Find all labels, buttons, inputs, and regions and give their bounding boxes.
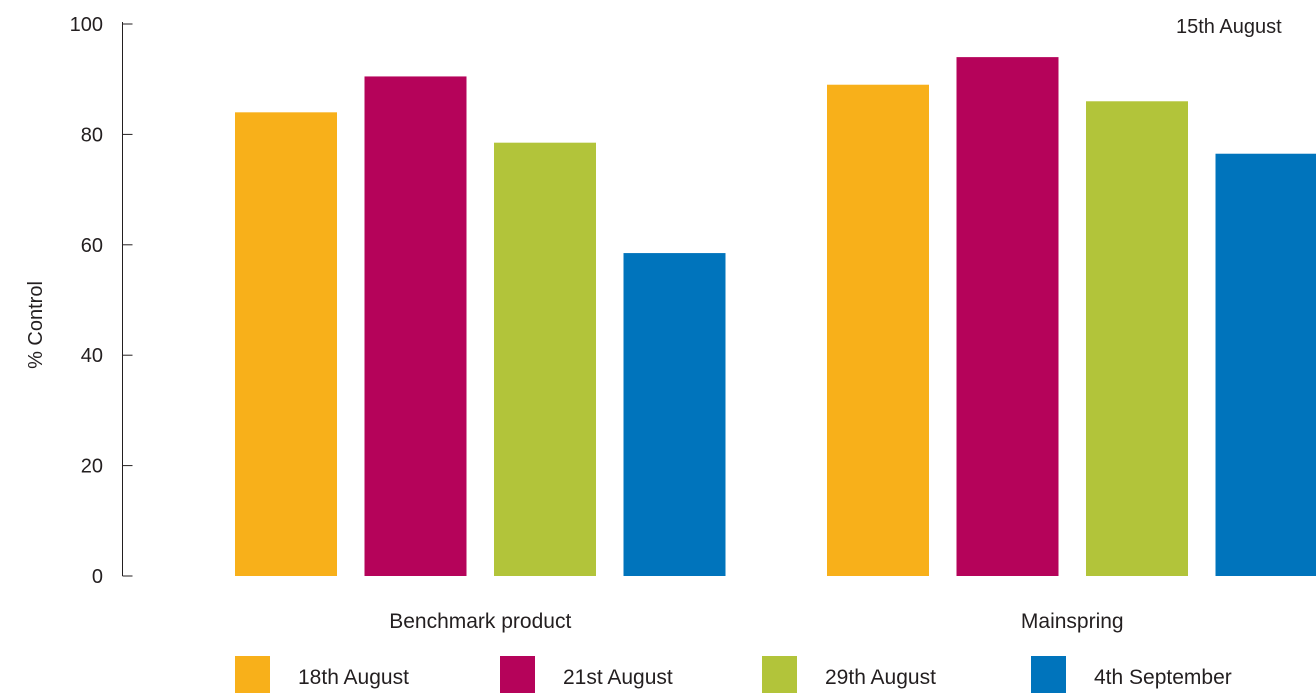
legend-swatch xyxy=(762,656,797,693)
y-tick-label: 60 xyxy=(81,235,103,257)
y-tick-label: 20 xyxy=(81,456,103,478)
y-ticks-group: 0 20 40 60 80 100 xyxy=(70,14,133,588)
y-tick-label: 0 xyxy=(92,566,103,588)
bar-0-2 xyxy=(494,142,596,576)
bar-1-3 xyxy=(1215,153,1316,576)
y-tick-label: 80 xyxy=(81,124,103,146)
legend-label: 18th August xyxy=(298,666,409,689)
legend-label: 4th September xyxy=(1094,666,1232,689)
bars-group xyxy=(235,57,1316,577)
y-tick-label: 100 xyxy=(70,14,103,36)
legend: 18th August 21st August 29th August 4th Sep… xyxy=(235,656,1232,693)
category-labels-group: Benchmark product Mainspring xyxy=(389,610,1123,633)
annotation-text: 15th August xyxy=(1176,16,1282,38)
bar-0-3 xyxy=(623,253,726,576)
legend-swatch xyxy=(235,656,270,693)
category-label: Mainspring xyxy=(1021,610,1124,633)
bar-1-2 xyxy=(1086,101,1188,576)
legend-label: 21st August xyxy=(563,666,673,689)
bar-1-0 xyxy=(827,84,929,576)
legend-swatch xyxy=(500,656,535,693)
category-label: Benchmark product xyxy=(389,610,571,633)
legend-label: 29th August xyxy=(825,666,936,689)
bar-1-1 xyxy=(956,57,1059,577)
y-axis-title: % Control xyxy=(25,281,47,369)
legend-swatch xyxy=(1031,656,1066,693)
bar-0-1 xyxy=(364,76,467,576)
bar-0-0 xyxy=(235,112,337,576)
y-tick-label: 40 xyxy=(81,345,103,367)
